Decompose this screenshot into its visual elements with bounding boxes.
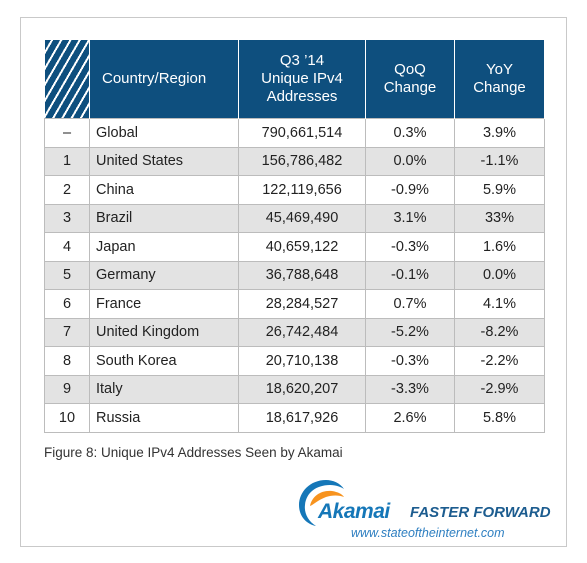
qoq-cell: -0.3% <box>365 346 455 376</box>
qoq-cell: 0.0% <box>365 146 455 176</box>
country-cell: Italy <box>89 374 239 404</box>
yoy-cell: -1.1% <box>454 146 545 176</box>
country-cell: France <box>89 289 239 319</box>
table-row: 2 China 122,119,656 -0.9% 5.9% <box>44 175 545 205</box>
table-row: 6 France 28,284,527 0.7% 4.1% <box>44 289 545 319</box>
table-row: 1 United States 156,786,482 0.0% -1.1% <box>44 146 545 176</box>
table-row: 5 Germany 36,788,648 -0.1% 0.0% <box>44 260 545 290</box>
addresses-cell: 26,742,484 <box>238 317 366 347</box>
qoq-cell: 3.1% <box>365 203 455 233</box>
qoq-cell: -3.3% <box>365 374 455 404</box>
table-row: 9 Italy 18,620,207 -3.3% -2.9% <box>44 374 545 404</box>
rank-cell: 5 <box>44 260 90 290</box>
header-addresses-line-1: Q3 ’14 <box>279 52 325 69</box>
qoq-cell: -0.3% <box>365 232 455 262</box>
qoq-cell: 0.7% <box>365 289 455 319</box>
yoy-cell: 5.9% <box>454 175 545 205</box>
addresses-cell: 18,620,207 <box>238 374 366 404</box>
tagline-text: FASTER FORWARD <box>410 504 551 521</box>
yoy-cell: -2.2% <box>454 346 545 376</box>
yoy-cell: -2.9% <box>454 374 545 404</box>
yoy-cell: 3.9% <box>454 118 545 148</box>
website-link[interactable]: www.stateoftheinternet.com <box>351 526 505 540</box>
country-cell: China <box>89 175 239 205</box>
addresses-cell: 156,786,482 <box>238 146 366 176</box>
yoy-cell: 33% <box>454 203 545 233</box>
akamai-swoosh-icon <box>299 480 344 526</box>
qoq-cell: 2.6% <box>365 403 455 433</box>
akamai-branding: Akamai FASTER FORWARD www.stateoftheinte… <box>296 476 566 546</box>
country-cell: Germany <box>89 260 239 290</box>
table-row: 4 Japan 40,659,122 -0.3% 1.6% <box>44 232 545 262</box>
qoq-cell: -5.2% <box>365 317 455 347</box>
addresses-cell: 28,284,527 <box>238 289 366 319</box>
country-cell: Japan <box>89 232 239 262</box>
country-cell: South Korea <box>89 346 239 376</box>
ipv4-table: Country/Region Q3 ’14 Unique IPv4 Addres… <box>44 40 545 433</box>
rank-cell: 9 <box>44 374 90 404</box>
addresses-cell: 45,469,490 <box>238 203 366 233</box>
header-yoy-line-2: Change <box>473 79 526 96</box>
addresses-cell: 790,661,514 <box>238 118 366 148</box>
addresses-cell: 122,119,656 <box>238 175 366 205</box>
header-addresses-line-3: Addresses <box>266 88 338 105</box>
country-cell: Global <box>89 118 239 148</box>
table-row: 7 United Kingdom 26,742,484 -5.2% -8.2% <box>44 317 545 347</box>
header-qoq-line-2: Change <box>383 79 437 96</box>
addresses-cell: 18,617,926 <box>238 403 366 433</box>
table-row: 10 Russia 18,617,926 2.6% 5.8% <box>44 403 545 433</box>
addresses-cell: 36,788,648 <box>238 260 366 290</box>
country-cell: Brazil <box>89 203 239 233</box>
rank-cell: 7 <box>44 317 90 347</box>
country-cell: United Kingdom <box>89 317 239 347</box>
header-yoy: YoY Change <box>454 40 545 119</box>
addresses-cell: 20,710,138 <box>238 346 366 376</box>
rank-cell: 2 <box>44 175 90 205</box>
yoy-cell: 1.6% <box>454 232 545 262</box>
rank-cell: 4 <box>44 232 90 262</box>
akamai-logo-text: Akamai <box>318 500 390 523</box>
yoy-cell: -8.2% <box>454 317 545 347</box>
addresses-cell: 40,659,122 <box>238 232 366 262</box>
table-row: 3 Brazil 45,469,490 3.1% 33% <box>44 203 545 233</box>
country-cell: Russia <box>89 403 239 433</box>
figure-caption: Figure 8: Unique IPv4 Addresses Seen by … <box>44 445 343 460</box>
yoy-cell: 0.0% <box>454 260 545 290</box>
hatch-header-cell <box>44 40 90 119</box>
header-addresses: Q3 ’14 Unique IPv4 Addresses <box>238 40 366 119</box>
header-yoy-line-1: YoY <box>486 61 513 78</box>
rank-cell: 6 <box>44 289 90 319</box>
qoq-cell: -0.1% <box>365 260 455 290</box>
table-row: – Global 790,661,514 0.3% 3.9% <box>44 118 545 148</box>
header-addresses-line-2: Unique IPv4 <box>261 70 343 87</box>
table-row: 8 South Korea 20,710,138 -0.3% -2.2% <box>44 346 545 376</box>
rank-cell: 8 <box>44 346 90 376</box>
country-cell: United States <box>89 146 239 176</box>
header-qoq: QoQ Change <box>365 40 455 119</box>
yoy-cell: 4.1% <box>454 289 545 319</box>
header-qoq-line-1: QoQ <box>394 61 426 78</box>
header-country: Country/Region <box>89 40 239 119</box>
qoq-cell: 0.3% <box>365 118 455 148</box>
rank-cell: 10 <box>44 403 90 433</box>
header-row: Country/Region Q3 ’14 Unique IPv4 Addres… <box>44 40 545 119</box>
yoy-cell: 5.8% <box>454 403 545 433</box>
rank-cell: 1 <box>44 146 90 176</box>
rank-cell: 3 <box>44 203 90 233</box>
rank-cell: – <box>44 118 90 148</box>
qoq-cell: -0.9% <box>365 175 455 205</box>
